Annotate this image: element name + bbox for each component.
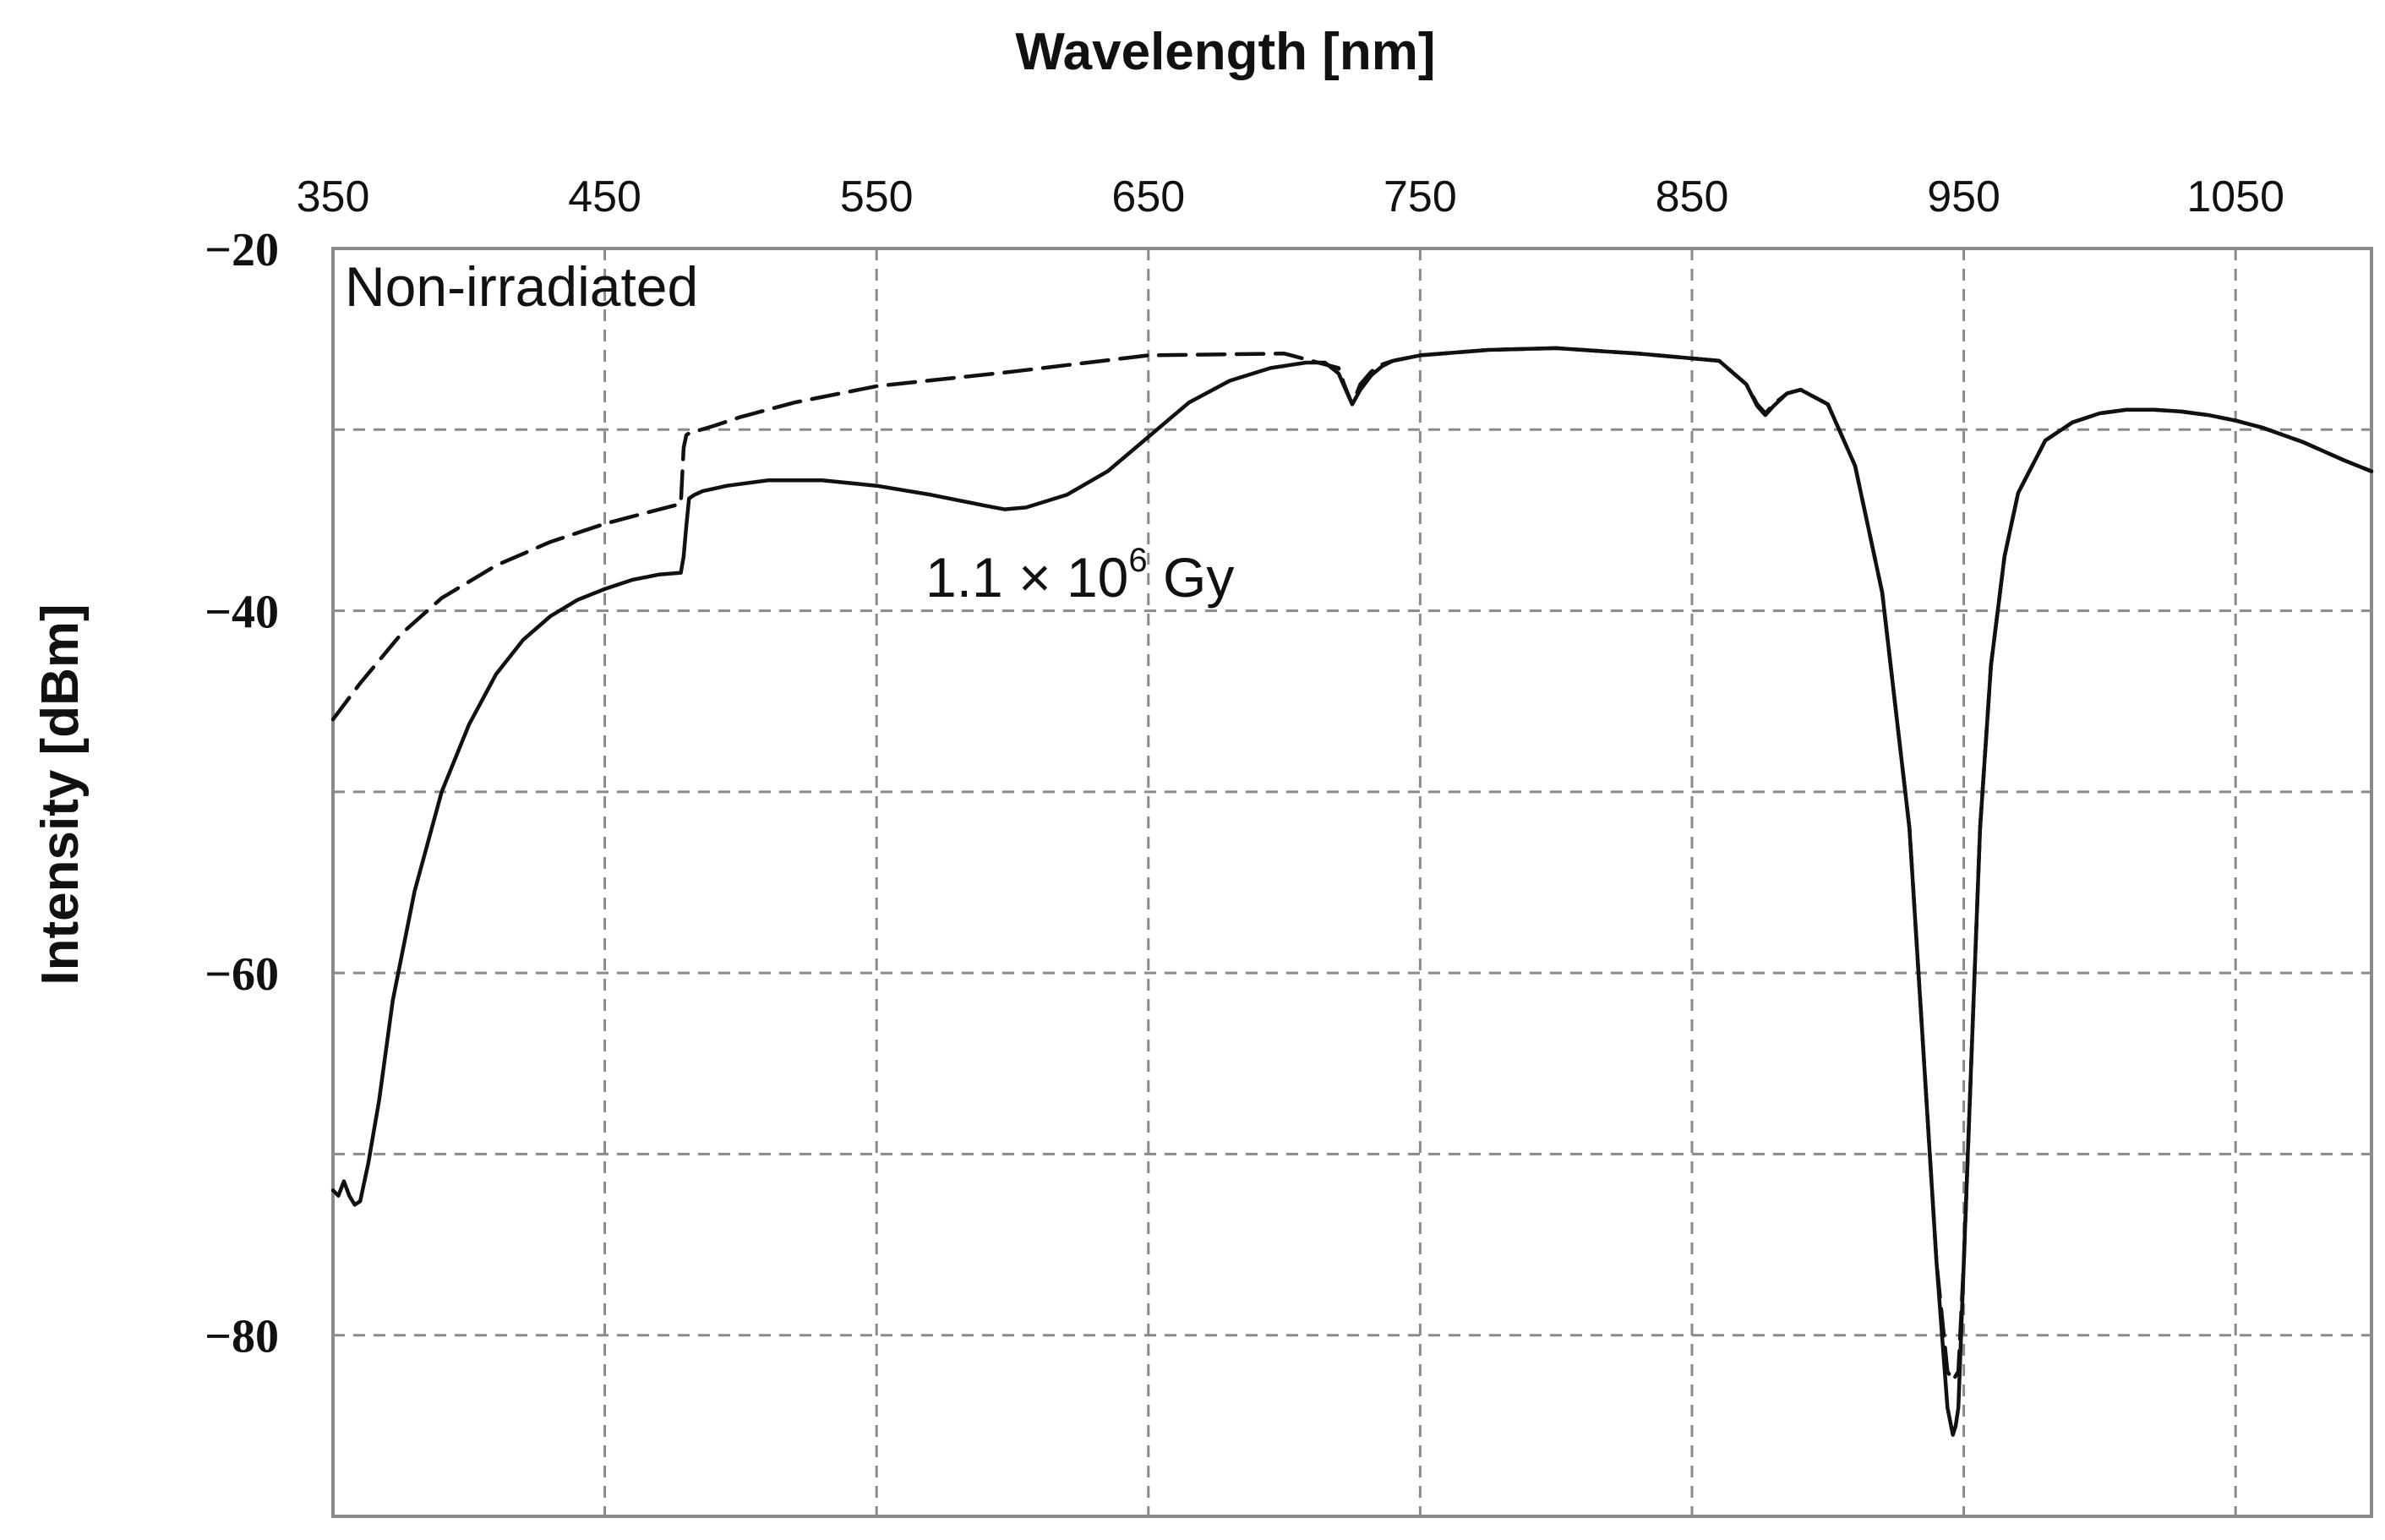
x-tick-label: 750 — [1384, 172, 1457, 221]
x-tick-label: 450 — [568, 172, 641, 221]
plot-frame — [331, 247, 2373, 1518]
annotation-non-irradiated: Non-irradiated — [345, 255, 698, 318]
y-tick-label: −80 — [205, 1311, 279, 1363]
y-tick-label: −20 — [205, 224, 279, 276]
x-tick-label: 650 — [1111, 172, 1185, 221]
y-axis-title: Intensity [dBm] — [31, 603, 90, 985]
x-tick-label: 950 — [1927, 172, 2000, 221]
annotation-irradiated-dose: 1.1 × 106 Gy — [925, 542, 1234, 609]
y-tick-label: −40 — [205, 587, 279, 639]
series-line-non-irradiated — [330, 346, 2374, 1383]
x-tick-label: 850 — [1656, 172, 1729, 221]
x-tick-label: 350 — [297, 172, 370, 221]
x-tick-label: 550 — [840, 172, 914, 221]
y-tick-label: −60 — [205, 948, 279, 1001]
gridlines — [333, 248, 2371, 1516]
annotation-dose-exponent: 6 — [1128, 542, 1147, 579]
annotation-dose-unit: Gy — [1148, 546, 1235, 609]
series-layer — [330, 346, 2374, 1437]
x-tick-label: 1050 — [2186, 172, 2284, 221]
series-line-irradiated — [330, 346, 2374, 1437]
x-axis-title: Wavelength [nm] — [1015, 23, 1435, 81]
y-tick-labels: −20 −40 −60 −80 — [205, 224, 279, 1363]
x-tick-labels: 350 450 550 650 750 850 950 1050 — [297, 172, 2284, 221]
annotation-dose-main: 1.1 × 10 — [925, 546, 1128, 609]
